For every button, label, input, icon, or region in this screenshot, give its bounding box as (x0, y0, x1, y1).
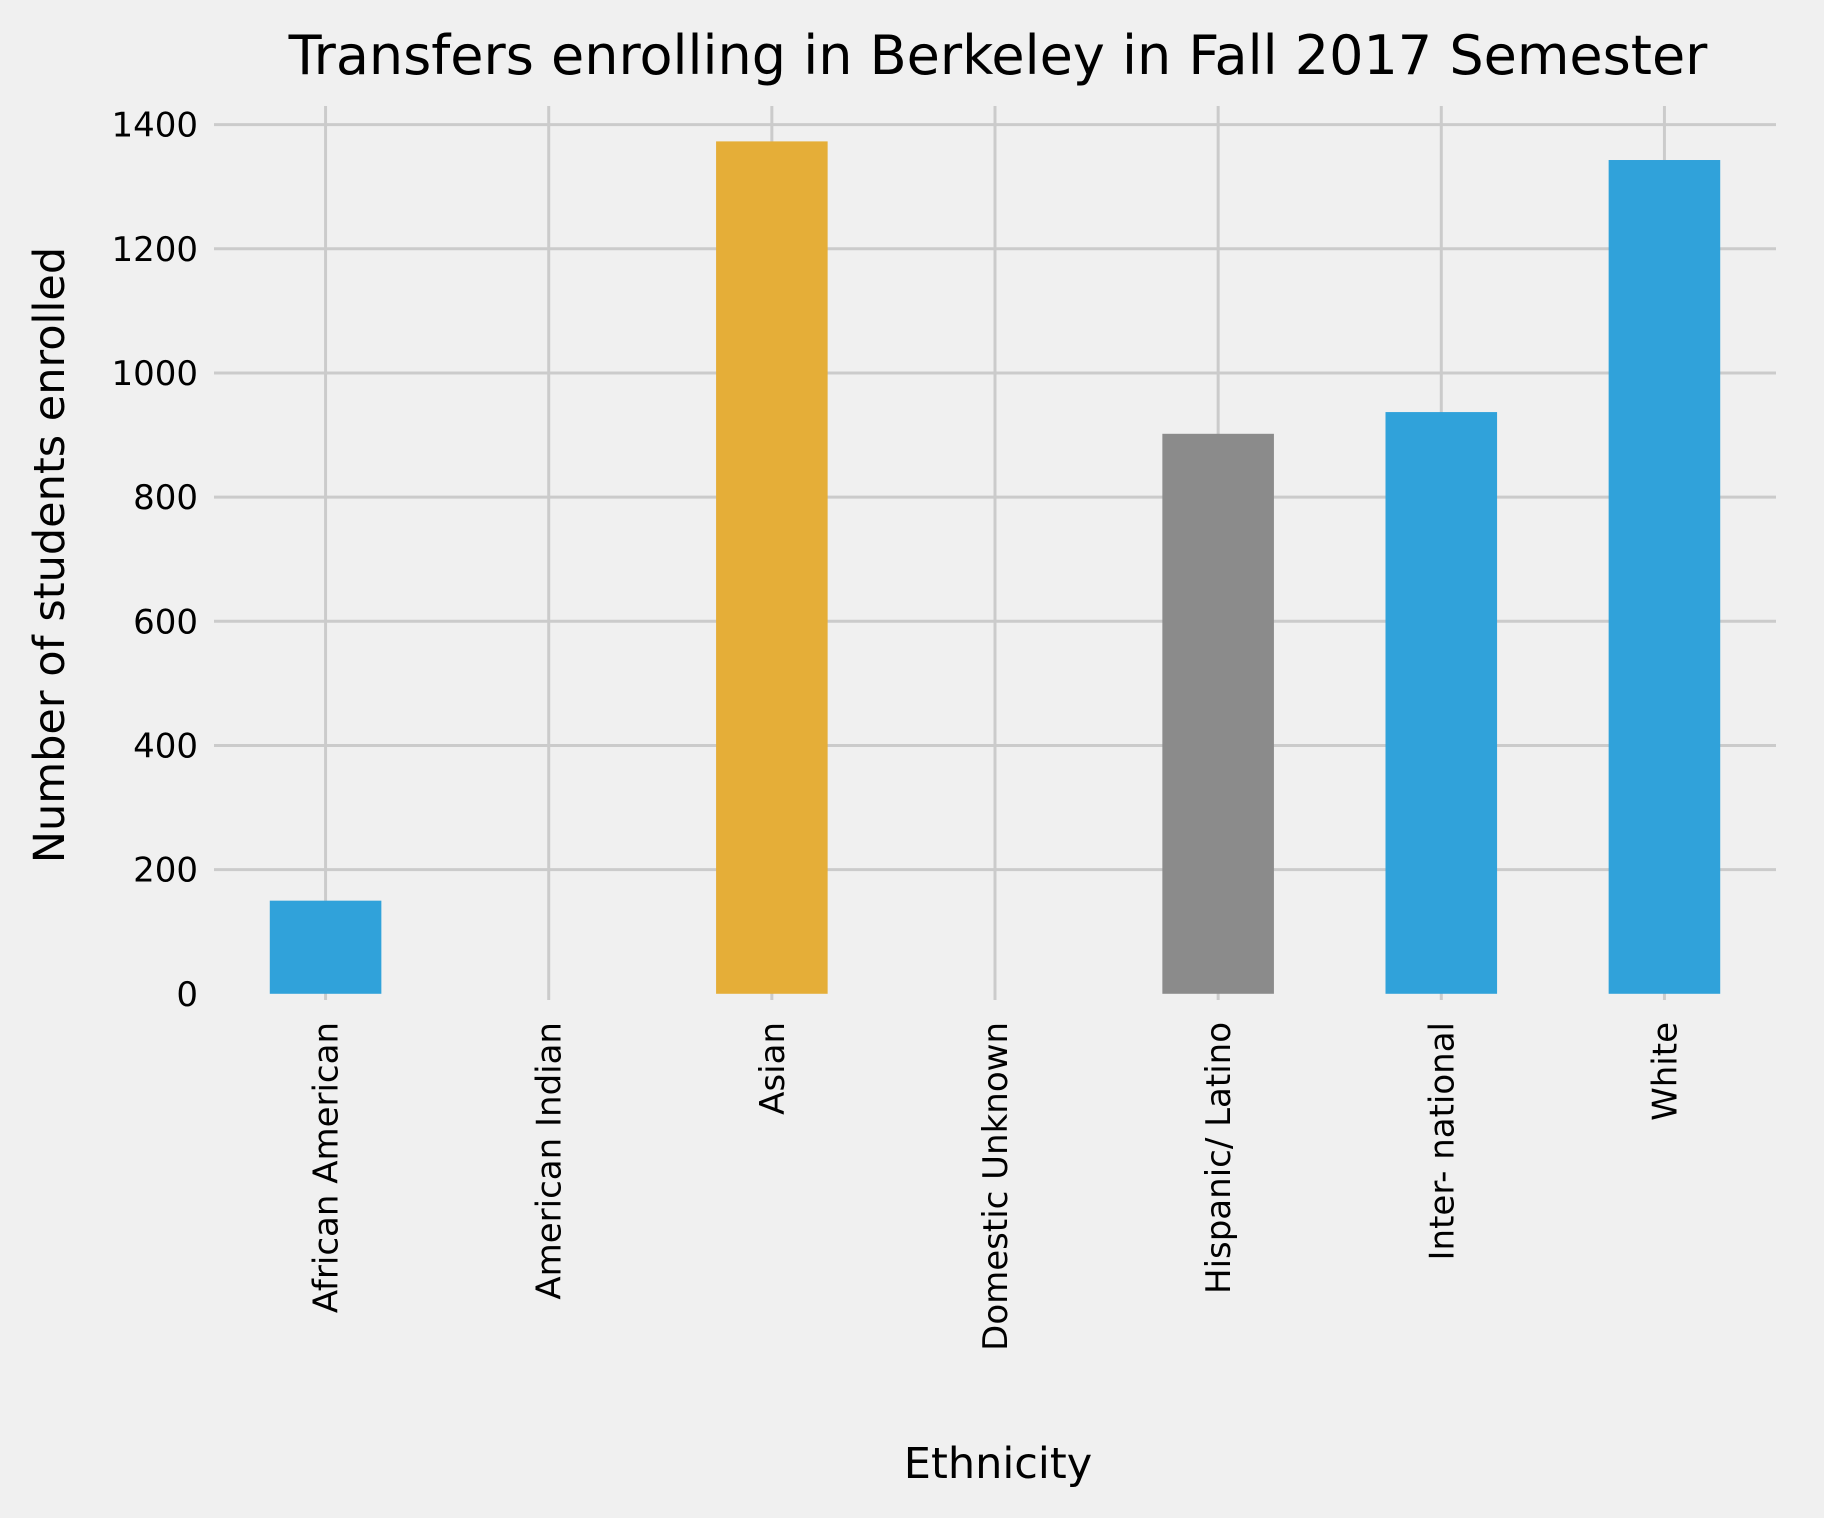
y-tick-label: 800 (133, 478, 198, 518)
x-tick-label: Asian (753, 1022, 793, 1115)
x-tick-labels: African American American Indian Asian Dome… (307, 1022, 1686, 1351)
x-tick-label: American Indian (530, 1022, 570, 1300)
bars (269, 141, 1721, 994)
bar (1385, 412, 1498, 994)
y-tick-label: 1200 (111, 230, 198, 270)
x-tick-label: Domestic Unknown (976, 1022, 1016, 1351)
bar (1608, 160, 1721, 994)
bar (1162, 433, 1274, 994)
x-tick-label: Inter- national (1422, 1022, 1462, 1261)
y-tick-label: 1000 (111, 354, 198, 394)
y-tick-label: 600 (133, 602, 198, 642)
y-tick-label: 200 (133, 851, 198, 891)
chart-title: Transfers enrolling in Berkeley in Fall … (288, 24, 1709, 87)
y-axis-label: Number of students enrolled (25, 247, 75, 863)
x-tick-label: White (1645, 1022, 1685, 1121)
x-tick-label: African American (307, 1022, 347, 1313)
bar (716, 141, 828, 994)
bar (269, 900, 382, 994)
y-tick-label: 400 (133, 726, 198, 766)
y-tick-label: 0 (176, 975, 198, 1015)
y-tick-labels: 0 200 400 600 800 1000 1200 1400 (111, 106, 198, 1015)
y-tick-label: 1400 (111, 106, 198, 146)
x-tick-label: Hispanic/ Latino (1199, 1022, 1239, 1294)
x-axis-label: Ethnicity (904, 1439, 1092, 1489)
